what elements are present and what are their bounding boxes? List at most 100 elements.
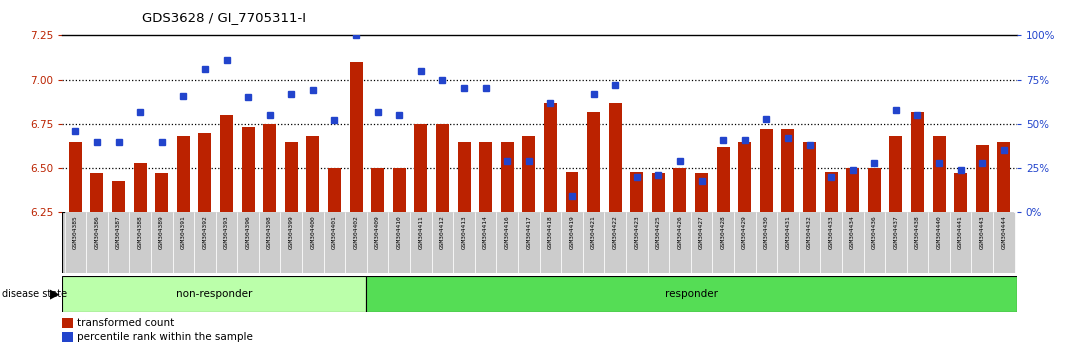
Bar: [129, 212, 151, 273]
Text: GSM304418: GSM304418: [548, 215, 553, 249]
Bar: [886, 212, 907, 273]
Bar: [605, 212, 626, 273]
Bar: [760, 129, 773, 212]
Text: GSM304429: GSM304429: [742, 215, 747, 249]
Bar: [648, 212, 669, 273]
Text: GSM304428: GSM304428: [721, 215, 725, 249]
Bar: [868, 168, 881, 212]
Text: non-responder: non-responder: [176, 289, 253, 299]
Bar: [911, 112, 924, 212]
Bar: [194, 212, 215, 273]
Bar: [62, 276, 366, 312]
Bar: [972, 212, 993, 273]
Bar: [371, 168, 384, 212]
Bar: [695, 173, 708, 212]
Text: GSM304412: GSM304412: [440, 215, 445, 249]
Bar: [324, 212, 345, 273]
Bar: [238, 212, 259, 273]
Bar: [950, 212, 972, 273]
Bar: [562, 212, 583, 273]
Bar: [62, 318, 73, 328]
Bar: [890, 136, 903, 212]
Text: GSM304438: GSM304438: [915, 215, 920, 249]
Text: GSM304417: GSM304417: [526, 215, 532, 249]
Bar: [544, 103, 557, 212]
Bar: [907, 212, 929, 273]
Bar: [328, 168, 341, 212]
Bar: [176, 136, 189, 212]
Bar: [626, 212, 648, 273]
Bar: [112, 181, 125, 212]
Bar: [712, 212, 734, 273]
Text: GSM304413: GSM304413: [462, 215, 467, 249]
Bar: [997, 142, 1010, 212]
Text: GSM304434: GSM304434: [850, 215, 855, 249]
Text: GSM304411: GSM304411: [419, 215, 423, 249]
Bar: [108, 212, 129, 273]
Bar: [669, 212, 691, 273]
Text: GSM304409: GSM304409: [376, 215, 380, 249]
Bar: [734, 212, 755, 273]
Bar: [976, 145, 989, 212]
Bar: [781, 129, 794, 212]
Bar: [453, 212, 475, 273]
Bar: [841, 212, 864, 273]
Text: GSM304421: GSM304421: [591, 215, 596, 249]
Text: percentile rank within the sample: percentile rank within the sample: [77, 332, 253, 342]
Bar: [777, 212, 798, 273]
Bar: [566, 172, 579, 212]
Bar: [954, 173, 967, 212]
Bar: [366, 276, 1017, 312]
Text: GSM304402: GSM304402: [354, 215, 358, 249]
Text: GSM304386: GSM304386: [95, 215, 99, 249]
Bar: [631, 172, 643, 212]
Text: GSM304396: GSM304396: [245, 215, 251, 249]
Bar: [691, 212, 712, 273]
Text: GSM304416: GSM304416: [505, 215, 510, 249]
Text: transformed count: transformed count: [77, 318, 174, 328]
Text: GSM304423: GSM304423: [634, 215, 639, 249]
Text: GSM304443: GSM304443: [980, 215, 985, 249]
Text: GSM304444: GSM304444: [1002, 215, 1006, 249]
Bar: [65, 212, 86, 273]
Bar: [500, 142, 513, 212]
Text: GSM304422: GSM304422: [612, 215, 618, 249]
Text: GSM304393: GSM304393: [224, 215, 229, 249]
Text: GSM304430: GSM304430: [764, 215, 769, 249]
Text: GSM304401: GSM304401: [332, 215, 337, 249]
Text: GSM304410: GSM304410: [397, 215, 401, 249]
Text: GSM304414: GSM304414: [483, 215, 489, 249]
Bar: [414, 124, 427, 212]
Bar: [824, 172, 837, 212]
Bar: [864, 212, 886, 273]
Bar: [62, 332, 73, 342]
Text: GSM304419: GSM304419: [569, 215, 575, 249]
Bar: [674, 168, 686, 212]
Bar: [652, 173, 665, 212]
Bar: [388, 212, 410, 273]
Text: GSM304432: GSM304432: [807, 215, 812, 249]
Text: ▶: ▶: [49, 287, 59, 300]
Bar: [929, 212, 950, 273]
Bar: [798, 212, 820, 273]
Bar: [264, 124, 277, 212]
Bar: [220, 115, 233, 212]
Text: GSM304433: GSM304433: [829, 215, 834, 249]
Bar: [518, 212, 539, 273]
Text: GSM304440: GSM304440: [936, 215, 942, 249]
Text: GSM304399: GSM304399: [288, 215, 294, 249]
Bar: [755, 212, 777, 273]
Bar: [436, 124, 449, 212]
Bar: [302, 212, 324, 273]
Bar: [198, 133, 211, 212]
Bar: [345, 212, 367, 273]
Text: GSM304391: GSM304391: [181, 215, 186, 249]
Text: GDS3628 / GI_7705311-I: GDS3628 / GI_7705311-I: [142, 11, 306, 24]
Bar: [993, 212, 1015, 273]
Bar: [90, 173, 103, 212]
Text: GSM304427: GSM304427: [699, 215, 704, 249]
Bar: [587, 112, 600, 212]
Bar: [457, 142, 470, 212]
Text: GSM304385: GSM304385: [73, 215, 77, 249]
Text: GSM304388: GSM304388: [138, 215, 143, 249]
